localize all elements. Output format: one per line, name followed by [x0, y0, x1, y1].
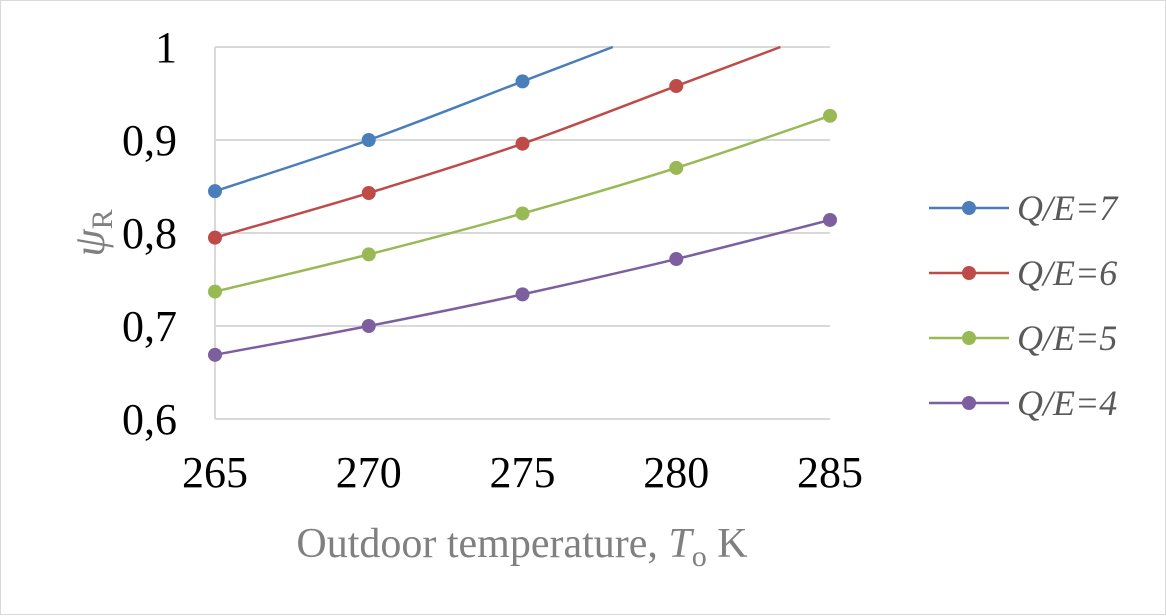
gridlines [215, 46, 830, 420]
legend-marker [962, 201, 976, 215]
x-tick-label: 265 [182, 448, 248, 497]
y-axis-title: ψR [65, 209, 119, 256]
legend-item: Q/E=7 [929, 188, 1119, 228]
legend-label: Q/E=5 [1017, 318, 1117, 358]
legend-label: Q/E=6 [1017, 253, 1117, 293]
y-axis-title-var: ψ [65, 229, 114, 257]
legend-item: Q/E=5 [929, 318, 1117, 358]
y-tick-labels: 0,6 0,7 0,8 0,9 1 [122, 23, 177, 444]
x-tick-label: 275 [490, 448, 556, 497]
data-point [208, 347, 222, 362]
y-tick-label: 1 [155, 23, 177, 72]
data-point [361, 247, 376, 262]
series-line [214, 45, 781, 239]
y-tick-label: 0,8 [122, 209, 177, 258]
series-2 [208, 45, 781, 245]
legend-marker [962, 266, 976, 280]
data-point [515, 136, 530, 151]
legend: Q/E=7 Q/E=6 Q/E=5 Q/E=4 [929, 188, 1119, 423]
data-point [361, 319, 376, 333]
series-line [214, 45, 614, 193]
data-point [515, 206, 530, 221]
legend-marker [962, 396, 976, 410]
data-point [823, 212, 837, 227]
x-tick-label: 285 [797, 448, 863, 497]
data-point [669, 79, 684, 94]
legend-label: Q/E=7 [1017, 188, 1119, 228]
data-point [823, 108, 837, 123]
legend-marker [962, 331, 976, 345]
data-point [515, 74, 530, 89]
x-axis-title-unit: K [707, 521, 748, 567]
y-tick-label: 0,6 [122, 395, 177, 444]
data-point [208, 184, 222, 199]
data-point [669, 160, 684, 175]
x-axis-title: Outdoor temperature, To K [296, 521, 747, 573]
data-point [515, 287, 530, 302]
data-point [208, 284, 222, 299]
series-group [208, 45, 837, 362]
series-1 [208, 45, 614, 199]
data-point [361, 186, 376, 201]
x-axis-title-var: T [668, 521, 694, 567]
x-tick-label: 270 [336, 448, 402, 497]
data-point [361, 133, 376, 147]
x-tick-labels: 265 270 275 280 285 [182, 448, 863, 497]
data-point [669, 252, 684, 267]
y-tick-label: 0,7 [122, 302, 177, 351]
x-tick-label: 280 [643, 448, 709, 497]
y-tick-label: 0,9 [122, 116, 177, 165]
x-axis-title-sub: o [692, 540, 707, 573]
x-axis-title-main: Outdoor temperature, [296, 521, 668, 567]
legend-item: Q/E=4 [929, 383, 1117, 423]
legend-label: Q/E=4 [1017, 383, 1117, 423]
y-axis-title-sub: R [86, 209, 119, 229]
legend-item: Q/E=6 [929, 253, 1117, 293]
series-3 [208, 108, 837, 299]
data-point [208, 230, 222, 245]
series-4 [208, 212, 837, 362]
